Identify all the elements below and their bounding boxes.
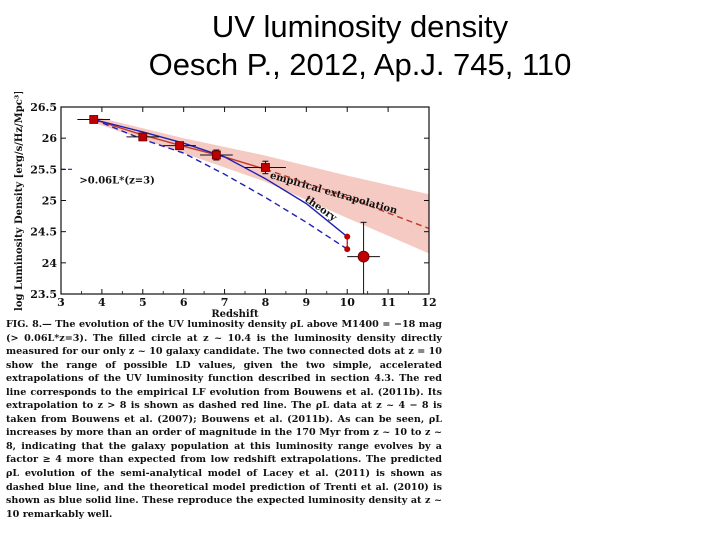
x-tick-label: 11 bbox=[380, 296, 395, 309]
data-points bbox=[77, 115, 380, 295]
x-tick-label: 8 bbox=[262, 296, 270, 309]
slide-title: UV luminosity density Oesch P., 2012, Ap… bbox=[0, 8, 720, 84]
x-tick-label: 12 bbox=[421, 296, 436, 309]
x-tick-label: 3 bbox=[57, 296, 65, 309]
y-tick-label: 25 bbox=[42, 195, 57, 208]
threshold-annotation: >0.06L*(z=3) bbox=[79, 176, 154, 187]
x-axis-label: Redshift bbox=[211, 309, 259, 318]
extrapolation-band bbox=[93, 116, 429, 254]
y-tick-label: 26 bbox=[42, 132, 58, 145]
slide-title-line1: UV luminosity density bbox=[211, 9, 509, 44]
luminosity-density-chart: 3 4 5 6 7 8 9 10 11 12 23.5 24 24.5 25 25.5 26 26.5 Reds… bbox=[14, 92, 437, 318]
x-tick-label: 9 bbox=[303, 296, 311, 309]
caption-text: FIG. 8.— The evolution of the UV luminos… bbox=[6, 319, 442, 520]
y-tick-label: 24.5 bbox=[30, 226, 57, 239]
ld-data-point bbox=[175, 141, 184, 151]
chart-axes: 3 4 5 6 7 8 9 10 11 12 23.5 24 24.5 25 25.5 26 26.5 bbox=[30, 101, 436, 309]
theory-line bbox=[93, 118, 348, 238]
figure-caption: FIG. 8.— The evolution of the UV luminos… bbox=[6, 318, 442, 521]
ld-data-point bbox=[89, 115, 99, 124]
ld-data-point bbox=[138, 132, 148, 142]
y-tick-label: 26.5 bbox=[30, 101, 57, 114]
empirical-band bbox=[93, 116, 429, 254]
y-axis-label: log Luminosity Density [erg/s/Hz/Mpc³] bbox=[14, 92, 25, 311]
x-tick-label: 7 bbox=[221, 296, 229, 309]
x-tick-label: 4 bbox=[98, 296, 106, 309]
empirical-extrapolation-line bbox=[265, 168, 430, 230]
range-dot bbox=[344, 233, 351, 240]
ld-data-point bbox=[261, 163, 270, 172]
x-tick-label: 6 bbox=[180, 296, 188, 309]
slide-title-line2: Oesch P., 2012, Ap.J. 745, 110 bbox=[148, 47, 572, 82]
range-dot bbox=[344, 246, 351, 253]
y-tick-label: 23.5 bbox=[30, 288, 57, 301]
candidate-data-point bbox=[357, 250, 370, 263]
x-tick-label: 5 bbox=[139, 296, 147, 309]
ld-data-point bbox=[211, 150, 221, 160]
y-tick-label: 25.5 bbox=[30, 163, 57, 176]
x-tick-label: 10 bbox=[340, 296, 356, 309]
y-tick-label: 24 bbox=[42, 257, 58, 270]
